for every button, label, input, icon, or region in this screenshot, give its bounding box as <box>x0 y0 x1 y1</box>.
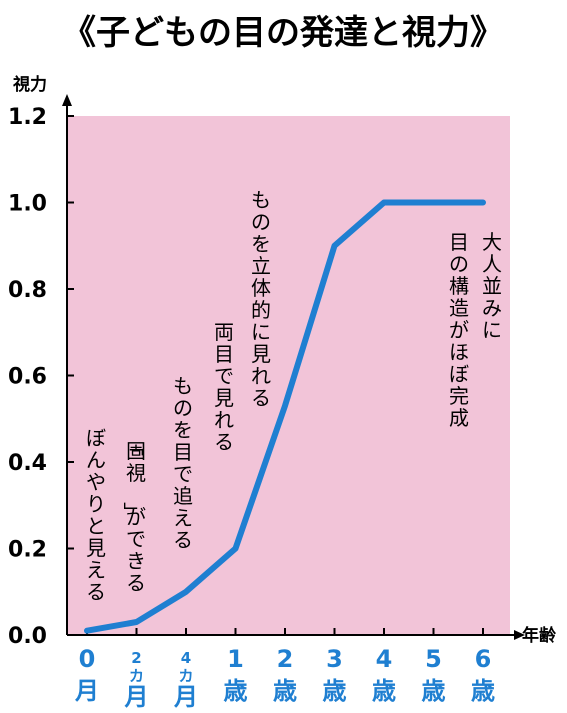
annotation-text: 目の構造がほぼ完成 <box>449 230 469 430</box>
data-point <box>433 202 434 203</box>
x-tick-number: 4 <box>181 649 191 667</box>
y-tick-label: 1.0 <box>8 192 47 217</box>
x-tick-unit: 歳 <box>372 677 396 705</box>
y-tick-label: 0.2 <box>8 538 47 563</box>
x-tick-label: 3歳 <box>323 645 347 705</box>
data-point <box>482 202 484 203</box>
annotations: ぼんやりと見える「固視」ができる ものを目で追える 両目で見れるものを立体的に見れる… <box>86 188 502 604</box>
annotation-text: ものを立体的に見れる <box>251 188 271 410</box>
x-tick-number: 4 <box>376 645 393 673</box>
x-tick-unit: 月 <box>74 677 99 705</box>
annotation-text: 両目で見れる <box>214 320 234 454</box>
x-tick-unit: 歳 <box>273 677 297 705</box>
x-tick-number: 6 <box>475 645 492 673</box>
annotation-text: ぼんやりと見える <box>86 426 106 604</box>
series-group <box>84 199 486 634</box>
x-tick-unit-small: カ <box>129 667 144 685</box>
annotation-text: ものを目で追える <box>173 374 193 552</box>
x-tick-unit-small: カ <box>178 667 193 685</box>
annotation-text: 「固視」ができる <box>121 436 146 595</box>
x-tick-number: 3 <box>326 645 343 673</box>
x-tick-label: 4カ月 <box>173 649 198 711</box>
y-tick-label: 0.4 <box>8 451 47 476</box>
data-point <box>136 621 137 623</box>
data-point <box>284 405 286 407</box>
data-point <box>235 548 236 549</box>
x-tick-label: 1歳 <box>224 645 248 705</box>
x-tick-unit: 歳 <box>422 677 446 705</box>
x-tick-unit: 月 <box>124 683 149 711</box>
x-tick-unit: 歳 <box>323 677 347 705</box>
x-tick-number: 2 <box>277 645 294 673</box>
x-tick-number: 5 <box>425 645 442 673</box>
x-tick-number: 0 <box>79 645 96 673</box>
x-axis-title: 年齢 <box>522 625 557 646</box>
y-axis-arrow <box>62 94 72 106</box>
y-tick-label: 0.6 <box>8 365 47 390</box>
x-tick-unit: 月 <box>173 683 198 711</box>
y-axis: 0.0 0.2 0.4 0.6 0.8 1.0 1.2 <box>8 94 74 649</box>
y-tick-label: 0.8 <box>8 278 47 303</box>
x-tick-label: 5歳 <box>422 645 446 705</box>
x-tick-number: 1 <box>227 645 244 673</box>
data-point <box>185 591 187 593</box>
x-tick-unit: 歳 <box>224 677 248 705</box>
x-tick-label: 2カ月 <box>124 649 149 711</box>
x-tick-unit: 歳 <box>471 677 495 705</box>
data-point <box>383 202 385 203</box>
y-tick-label: 0.0 <box>8 624 47 649</box>
x-tick-label: 6歳 <box>471 645 495 705</box>
x-tick-label: 4歳 <box>372 645 396 705</box>
annotation-text: 大人並みに <box>482 230 502 342</box>
x-axis-arrow <box>514 630 525 640</box>
x-tick-label: 0月 <box>74 645 99 705</box>
x-tick-number: 2 <box>131 649 141 667</box>
y-tick-label: 1.2 <box>8 105 47 130</box>
chart-title: 《子どもの目の発達と視力》 <box>62 13 504 53</box>
x-tick-label: 2歳 <box>273 645 297 705</box>
data-point <box>86 630 88 632</box>
y-axis-title: 視力 <box>12 74 47 95</box>
data-point <box>334 245 335 247</box>
